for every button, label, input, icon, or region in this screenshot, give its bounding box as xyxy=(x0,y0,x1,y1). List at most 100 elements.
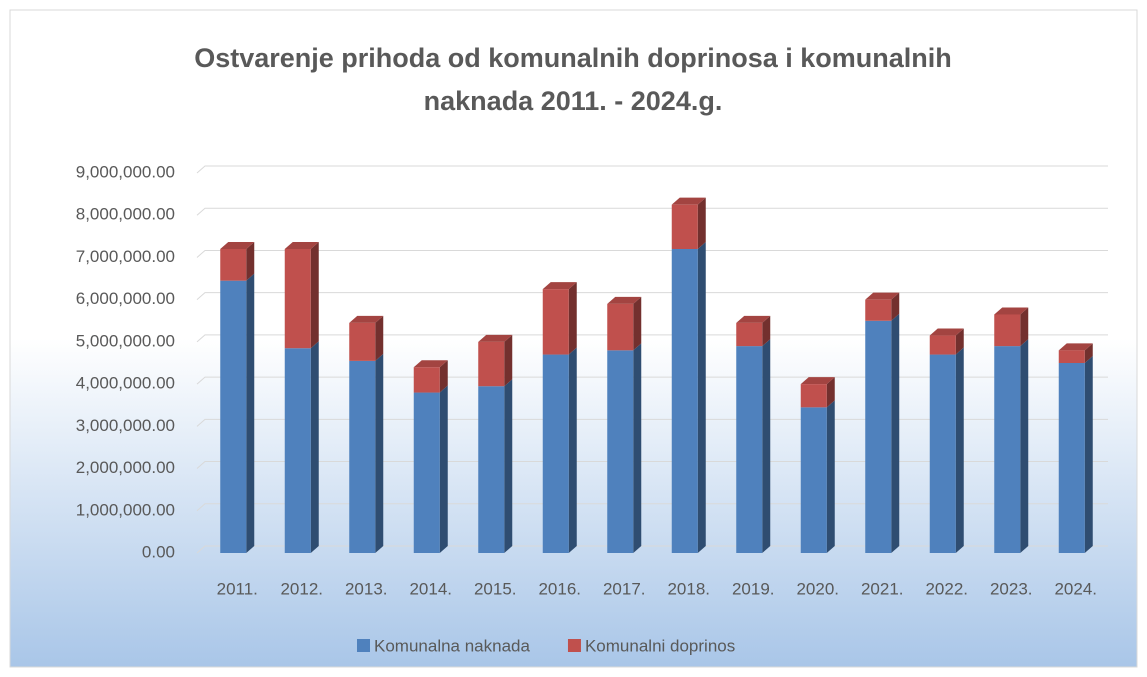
legend-label: Komunalni doprinos xyxy=(585,636,735,655)
bar xyxy=(478,341,505,387)
chart-title: Ostvarenje prihoda od komunalnih doprino… xyxy=(194,43,952,116)
bar-side xyxy=(1084,343,1093,363)
y-tick-label: 8,000,000.00 xyxy=(76,205,175,224)
bar-side xyxy=(246,242,255,281)
bar xyxy=(220,249,247,281)
bar xyxy=(865,299,892,321)
x-tick-label: 2016. xyxy=(538,579,581,598)
bar xyxy=(607,350,634,553)
bar xyxy=(994,346,1021,553)
y-tick-label: 1,000,000.00 xyxy=(76,500,175,519)
bar xyxy=(542,289,569,355)
bar xyxy=(671,204,698,249)
bar xyxy=(736,322,763,347)
x-tick-label: 2014. xyxy=(409,579,452,598)
bar-side xyxy=(633,296,642,351)
y-tick-label: 5,000,000.00 xyxy=(76,331,175,350)
bar xyxy=(1058,350,1085,363)
bar xyxy=(800,407,827,553)
bar-side xyxy=(762,315,771,347)
bar-side xyxy=(504,379,513,553)
bar-side xyxy=(955,347,964,553)
bar-top xyxy=(800,377,835,385)
x-tick-label: 2012. xyxy=(280,579,323,598)
bar xyxy=(284,249,311,349)
bar xyxy=(478,386,505,553)
y-tick-label: 4,000,000.00 xyxy=(76,374,175,393)
bar-side xyxy=(246,273,255,553)
bar-side xyxy=(439,360,448,393)
bar-side xyxy=(375,315,384,361)
bar-top xyxy=(607,296,642,304)
bar-top xyxy=(994,307,1029,315)
bar-top xyxy=(478,334,513,342)
bar xyxy=(413,367,440,393)
x-tick-label: 2022. xyxy=(925,579,968,598)
x-tick-label: 2013. xyxy=(345,579,388,598)
bar-top xyxy=(284,242,319,249)
legend-label: Komunalna naknada xyxy=(374,636,531,655)
bar-side xyxy=(504,334,513,387)
x-tick-label: 2024. xyxy=(1054,579,1097,598)
bar-side xyxy=(891,313,900,553)
bar xyxy=(349,322,376,361)
bar-side xyxy=(891,292,900,321)
bar xyxy=(671,249,698,553)
bar xyxy=(284,348,311,553)
bar xyxy=(542,354,569,553)
bar-side xyxy=(375,353,384,553)
legend-swatch xyxy=(357,639,370,652)
x-tick-label: 2015. xyxy=(474,579,517,598)
legend-swatch xyxy=(567,639,581,652)
grid-line xyxy=(196,249,1108,258)
bar xyxy=(349,360,376,553)
bar-top xyxy=(413,360,448,368)
bar xyxy=(220,280,247,553)
grid-line xyxy=(196,376,1108,385)
bar-side xyxy=(1020,339,1029,553)
bar xyxy=(736,346,763,553)
bar xyxy=(413,392,440,553)
bar-side xyxy=(1084,356,1093,553)
bar xyxy=(929,335,956,355)
grid-line xyxy=(196,165,1108,174)
x-tick-label: 2011. xyxy=(217,579,258,598)
bar xyxy=(994,314,1021,347)
bar-side xyxy=(697,197,706,249)
y-tick-label: 6,000,000.00 xyxy=(76,289,175,308)
x-tick-label: 2020. xyxy=(796,579,839,598)
bar-side xyxy=(310,242,319,349)
bar xyxy=(607,303,634,351)
grid-line xyxy=(196,207,1108,216)
bar-side xyxy=(439,385,448,553)
x-tick-label: 2017. xyxy=(603,579,646,598)
bar-side xyxy=(762,339,771,553)
bar-side xyxy=(568,347,577,553)
bar-top xyxy=(349,315,384,323)
bar xyxy=(800,384,827,408)
x-tick-label: 2021. xyxy=(861,579,904,598)
grid-line xyxy=(196,334,1108,343)
y-tick-label: 0.00 xyxy=(142,542,175,561)
bar-side xyxy=(1020,307,1029,347)
y-tick-label: 3,000,000.00 xyxy=(76,416,175,435)
y-tick-label: 2,000,000.00 xyxy=(76,458,175,477)
bar-side xyxy=(633,343,642,553)
bar-side xyxy=(568,282,577,355)
bar-top xyxy=(542,282,577,290)
bar xyxy=(1058,363,1085,553)
bar-side xyxy=(955,328,964,355)
bar-top xyxy=(671,197,706,205)
bar xyxy=(865,320,892,553)
grid-line xyxy=(196,292,1108,301)
x-tick-label: 2023. xyxy=(990,579,1033,598)
bar-top xyxy=(865,292,900,300)
bar xyxy=(929,354,956,553)
bar-top xyxy=(1058,343,1093,351)
bar-side xyxy=(826,400,835,553)
bar-top xyxy=(736,315,771,323)
bar-side xyxy=(826,377,835,408)
bar-top xyxy=(929,328,964,336)
y-tick-label: 9,000,000.00 xyxy=(76,162,175,181)
